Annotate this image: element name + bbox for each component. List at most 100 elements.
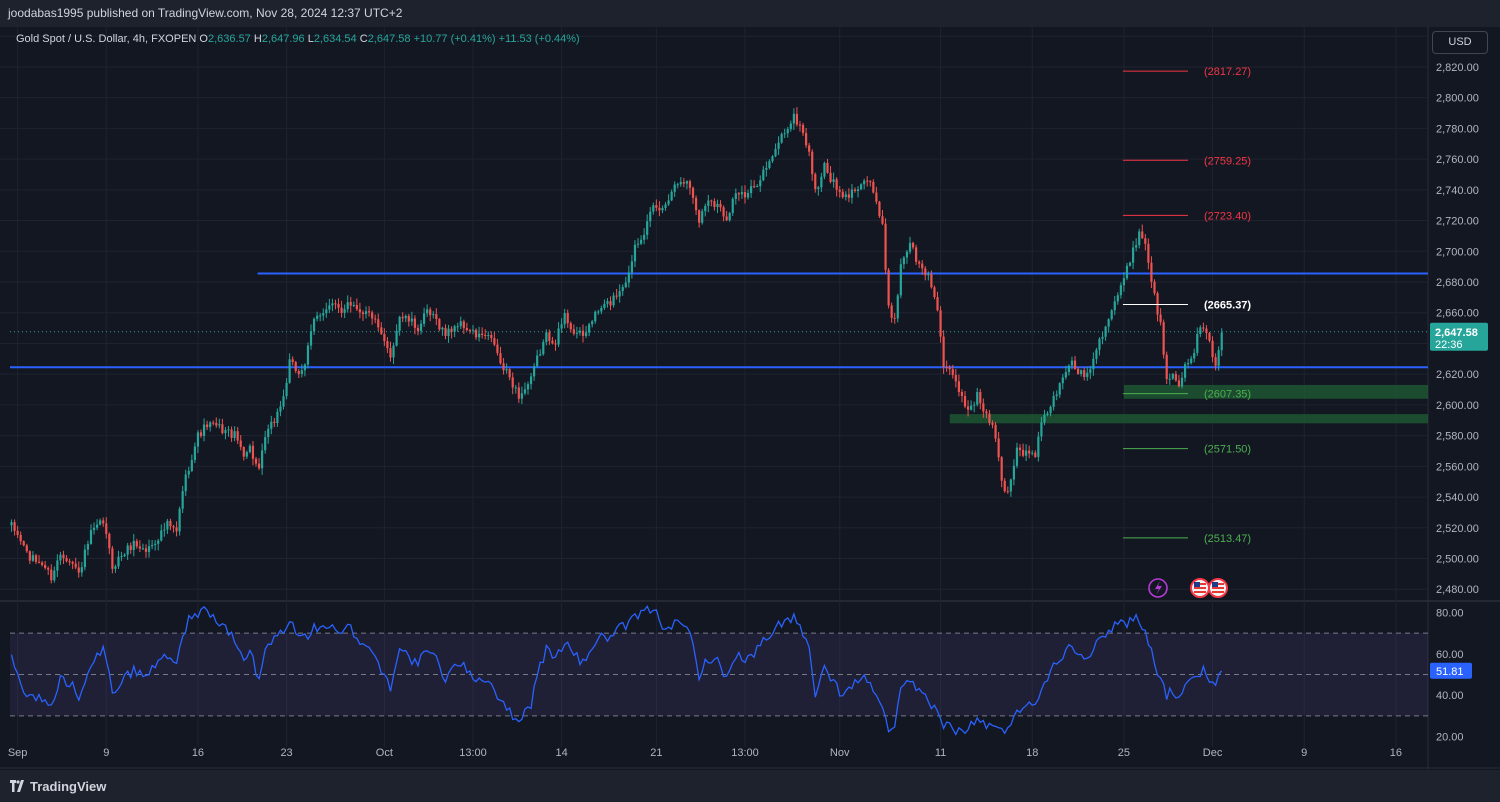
candle <box>239 435 242 451</box>
candle <box>646 214 649 240</box>
candle-body <box>1012 465 1016 480</box>
candle <box>102 517 105 527</box>
candle-body <box>429 309 432 316</box>
candle-body <box>413 318 417 328</box>
candle <box>361 310 365 321</box>
candle <box>896 293 899 323</box>
candle <box>129 542 132 554</box>
candle <box>643 228 646 245</box>
price-tick-label: 2,780.00 <box>1436 123 1479 135</box>
candle-body <box>856 189 860 191</box>
candle-body <box>749 186 753 194</box>
candle-body <box>948 367 951 370</box>
candle <box>126 542 129 560</box>
candle-body <box>138 546 141 549</box>
candle <box>985 409 988 419</box>
candle <box>847 188 850 203</box>
candle <box>511 372 514 395</box>
candle-body <box>1205 328 1208 334</box>
time-tick-label: Dec <box>1203 747 1223 759</box>
event-markers[interactable] <box>1148 578 1228 598</box>
candle-body <box>621 287 624 292</box>
candle-body <box>447 328 450 336</box>
target-label: (2723.40) <box>1204 210 1251 222</box>
candle-body <box>612 295 615 306</box>
candle-body <box>1214 357 1217 366</box>
candle <box>1165 351 1168 384</box>
candle-body <box>1116 295 1119 302</box>
candle <box>447 324 450 343</box>
rsi-tick-label: 40.00 <box>1436 690 1464 702</box>
candle-body <box>1113 301 1116 311</box>
candle <box>529 372 533 390</box>
change2-value: +11.53 (+0.44%) <box>498 33 580 45</box>
candle <box>618 284 621 303</box>
candle-body <box>474 329 478 338</box>
candle-body <box>410 318 413 322</box>
candle-body <box>933 287 936 297</box>
candle-body <box>92 527 96 531</box>
candle <box>1196 327 1199 356</box>
candle-body <box>117 556 120 567</box>
candle-body <box>722 207 725 217</box>
candle-body <box>957 381 960 392</box>
candle-body <box>215 422 218 426</box>
candle <box>860 183 863 191</box>
candle <box>496 338 499 356</box>
candle-body <box>50 569 53 581</box>
candle-body <box>1040 422 1043 437</box>
us-flag-icon[interactable] <box>1208 578 1228 598</box>
candle <box>1064 365 1067 380</box>
candle <box>979 388 982 410</box>
candle <box>856 186 860 198</box>
candle <box>340 300 343 318</box>
candle-body <box>212 422 215 424</box>
candle <box>881 210 884 226</box>
candle-body <box>939 310 942 337</box>
candle <box>462 319 465 335</box>
candle-body <box>688 181 692 188</box>
us-flag-icon[interactable] <box>1190 578 1210 598</box>
candle <box>413 315 417 335</box>
candle-body <box>624 282 627 288</box>
candle <box>743 185 747 204</box>
candle <box>1187 358 1190 369</box>
candle <box>1104 325 1107 341</box>
candle-body <box>1095 349 1098 359</box>
candle <box>481 327 484 339</box>
candle <box>47 566 50 576</box>
candle <box>526 381 530 395</box>
rsi-line <box>10 605 1223 736</box>
candle <box>688 179 692 195</box>
candle <box>419 320 423 335</box>
candle-body <box>300 370 303 374</box>
candle <box>1122 272 1126 292</box>
price-axis[interactable]: 2,840.002,820.002,800.002,780.002,760.00… <box>1430 31 1488 744</box>
candle <box>1037 431 1040 462</box>
candle <box>367 306 371 317</box>
candle-body <box>383 333 386 342</box>
candle <box>74 557 77 570</box>
candle-body <box>1028 450 1031 454</box>
candle <box>572 324 575 336</box>
candle-body <box>1034 452 1037 457</box>
time-tick-label: 14 <box>555 747 567 759</box>
currency-button[interactable]: USD <box>1432 31 1488 54</box>
candle-body <box>123 554 126 557</box>
candle <box>267 424 270 444</box>
candle <box>227 425 230 437</box>
lightning-event-icon[interactable] <box>1148 578 1168 598</box>
target-label: (2665.37) <box>1204 299 1251 311</box>
candle-body <box>835 179 838 190</box>
candle-body <box>132 540 135 550</box>
candle <box>533 363 536 381</box>
time-axis[interactable]: Sep 9 16 23 Oct 13:00 14 21 13:00 Nov 11 18 25 Dec 9 16 <box>8 747 1402 759</box>
candle-body <box>676 184 679 186</box>
candle <box>685 180 689 190</box>
candle-body <box>563 313 566 325</box>
candle <box>1006 486 1009 494</box>
candle-body <box>13 522 16 531</box>
candle-body <box>334 303 337 305</box>
rsi-value-badge <box>1430 662 1472 679</box>
price-chart[interactable]: (2817.27) (2759.25) (2723.40) (2665.37) (260… <box>0 27 1500 770</box>
